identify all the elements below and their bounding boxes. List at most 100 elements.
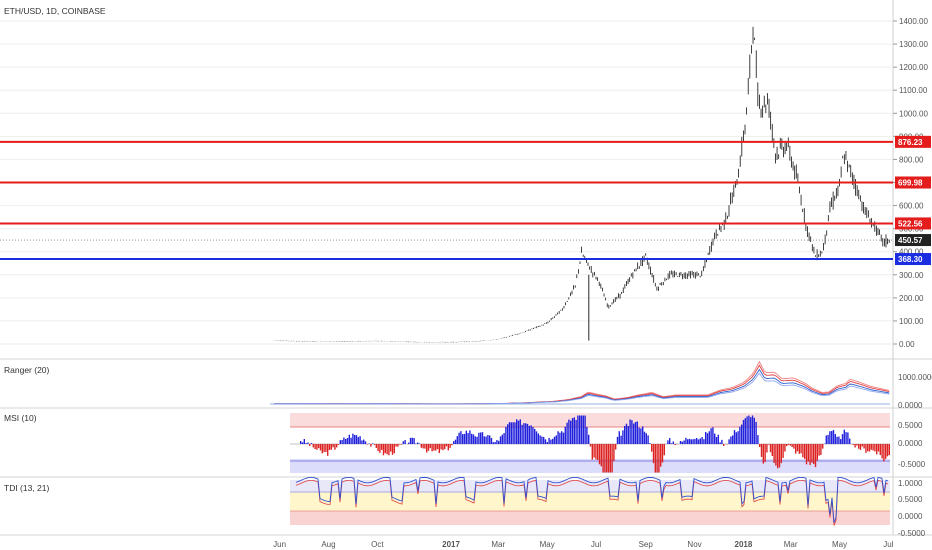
msi-bar — [804, 444, 806, 459]
msi-bar — [834, 434, 836, 444]
msi-bar — [634, 421, 637, 444]
msi-bar — [669, 438, 671, 444]
msi-bar — [663, 444, 665, 456]
price-tick-label: 1100.00 — [899, 86, 928, 95]
msi-bar — [831, 431, 833, 444]
msi-bar — [584, 415, 586, 444]
ranger-panel-label: Ranger (20) — [4, 365, 50, 375]
tdi-main-line — [295, 476, 889, 523]
msi-bar — [550, 439, 552, 444]
time-axis: Jun Aug Oct 2017 Mar May Jul Sep Nov 2018 Mar May Ju… — [273, 540, 894, 549]
msi-bar — [784, 444, 786, 452]
msi-bar — [453, 441, 455, 444]
msi-bar — [307, 442, 309, 444]
msi-bar — [345, 438, 347, 444]
msi-bar — [319, 444, 322, 451]
price-tick-label: 200.00 — [899, 294, 924, 303]
msi-bar — [557, 431, 559, 444]
msi-bar — [339, 440, 341, 444]
msi-bar — [768, 444, 770, 445]
msi-bar — [408, 442, 410, 444]
msi-bar — [586, 427, 588, 444]
msi-bar — [580, 415, 583, 444]
msi-bar — [816, 444, 818, 461]
msi-bar — [361, 440, 363, 444]
msi-bar — [327, 444, 329, 456]
msi-bar — [820, 444, 822, 455]
level-value-label: 522.56 — [898, 219, 923, 228]
msi-bar — [822, 444, 824, 449]
msi-bar — [357, 437, 359, 444]
msi-histogram — [290, 413, 890, 473]
msi-bar — [505, 426, 507, 444]
msi-bar — [366, 444, 368, 445]
msi-bar — [440, 444, 442, 450]
msi-bar — [841, 434, 844, 444]
msi-bar — [775, 444, 777, 466]
level-value-label: 368.30 — [898, 255, 923, 264]
msi-bar — [384, 444, 386, 454]
time-tick-label: May — [832, 540, 847, 549]
msi-bar — [769, 444, 772, 453]
msi-bar — [607, 444, 610, 473]
msi-bar — [433, 444, 435, 451]
msi-bar — [643, 431, 646, 444]
tdi-panel-label: TDI (13, 21) — [4, 483, 50, 493]
msi-bar — [436, 444, 439, 450]
time-tick-label: Mar — [784, 540, 798, 549]
msi-bar — [525, 423, 527, 444]
msi-bar — [530, 425, 532, 444]
msi-bar — [759, 444, 761, 447]
msi-bar — [744, 418, 746, 444]
msi-bar — [359, 436, 361, 444]
msi-bar — [624, 425, 626, 444]
ranger-band — [274, 372, 890, 405]
msi-bar — [348, 434, 350, 444]
msi-bar — [595, 444, 597, 460]
msi-bar — [490, 438, 493, 444]
msi-bar — [598, 444, 601, 465]
time-tick-label: Jul — [591, 540, 601, 549]
msi-bar — [382, 444, 385, 456]
msi-bar — [818, 444, 820, 456]
msi-bar — [593, 444, 595, 458]
msi-tick: 0.5000 — [898, 421, 923, 430]
msi-bar — [431, 444, 433, 452]
msi-bar — [386, 444, 388, 455]
msi-bar — [859, 444, 862, 450]
msi-bar — [616, 436, 619, 444]
msi-bar — [388, 444, 390, 456]
tdi-tick: -0.5000 — [898, 529, 926, 538]
msi-bar — [865, 444, 867, 453]
chart-title: ETH/USD, 1D, COINBASE — [4, 6, 106, 16]
msi-bar — [606, 444, 608, 473]
msi-bar — [417, 442, 419, 444]
msi-bar — [375, 444, 377, 449]
msi-bar — [499, 436, 502, 444]
msi-bar — [597, 444, 599, 460]
msi-bar — [481, 432, 484, 444]
time-tick-label: Mar — [491, 540, 505, 549]
msi-bar — [472, 434, 475, 444]
msi-bar — [321, 444, 323, 454]
tdi-tick: 0.0000 — [898, 512, 923, 521]
msi-bar — [849, 438, 851, 444]
msi-bar — [330, 444, 332, 450]
msi-bar — [548, 437, 550, 444]
msi-bar — [795, 444, 797, 454]
msi-bar — [577, 415, 579, 444]
msi-bar — [881, 444, 883, 459]
msi-bar — [496, 440, 498, 444]
msi-bar — [485, 436, 487, 444]
msi-bar — [604, 444, 606, 473]
msi-bar — [872, 444, 874, 451]
msi-bar — [861, 444, 863, 447]
msi-bar — [512, 422, 514, 444]
msi-bar — [553, 436, 556, 444]
msi-bar — [420, 444, 422, 448]
msi-bar — [429, 444, 431, 449]
msi-bar — [755, 421, 757, 444]
msi-bar — [714, 433, 716, 444]
msi-bar — [703, 439, 705, 444]
